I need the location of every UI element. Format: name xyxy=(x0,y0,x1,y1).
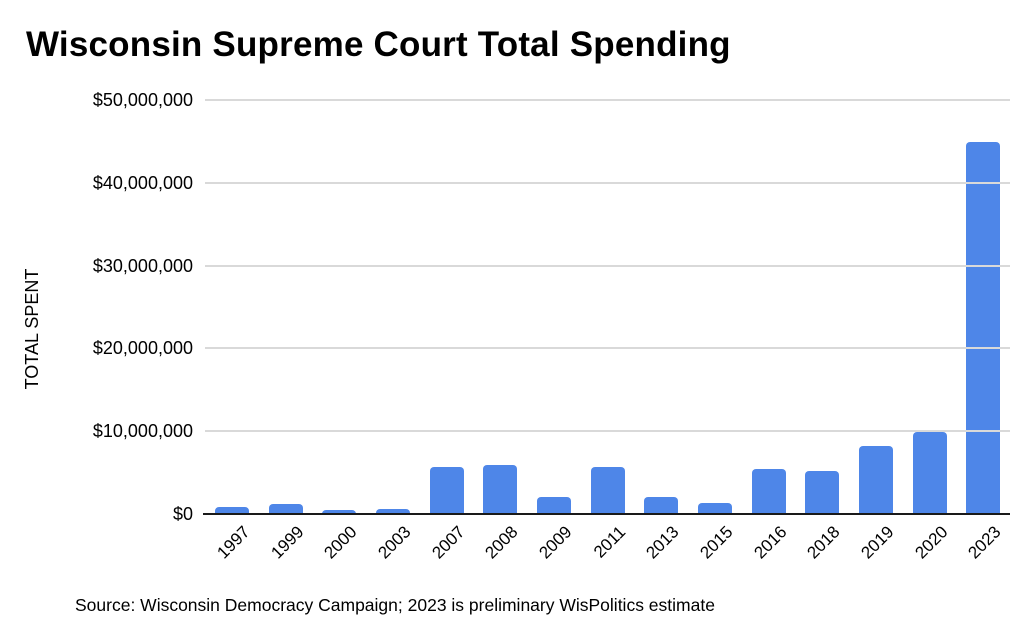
gridline xyxy=(205,347,1010,350)
x-tick-label-2007: 2007 xyxy=(428,522,469,563)
bar-2011 xyxy=(590,466,625,514)
y-tick-label: $40,000,000 xyxy=(92,172,193,193)
x-tick-label-2003: 2003 xyxy=(374,522,415,563)
bar-slot-1997: 1997 xyxy=(205,100,259,562)
gridline xyxy=(205,99,1010,101)
bar-slot-2019: 2019 xyxy=(849,100,903,562)
bar-2018 xyxy=(805,470,840,514)
bar-2019 xyxy=(858,445,893,514)
gridline xyxy=(205,264,1010,267)
gridline xyxy=(205,181,1010,184)
bar-2003 xyxy=(375,509,410,514)
bar-slot-2020: 2020 xyxy=(903,100,957,562)
gridline xyxy=(205,430,1010,433)
bar-slot-2016: 2016 xyxy=(742,100,796,562)
x-tick-label-2019: 2019 xyxy=(857,522,898,563)
bar-2020 xyxy=(912,432,947,514)
bar-slot-2007: 2007 xyxy=(420,100,474,562)
bar-1999 xyxy=(268,504,303,514)
bar-2013 xyxy=(644,497,679,514)
bar-slot-2011: 2011 xyxy=(581,100,635,562)
bar-2008 xyxy=(483,464,518,514)
y-axis-tick-labels: $0 $10,000,000 $20,000,000 $30,000,000 $40,0… xyxy=(0,90,193,524)
bar-slot-2015: 2015 xyxy=(688,100,742,562)
y-tick-label: $10,000,000 xyxy=(92,421,193,442)
bar-slot-2018: 2018 xyxy=(795,100,849,562)
plot-area: 1997 1999 2000 2003 2007 2008 2009 2011 2013 2015… xyxy=(203,99,1010,562)
x-tick-label-2008: 2008 xyxy=(481,522,522,563)
bar-slot-2013: 2013 xyxy=(634,100,688,562)
x-tick-label-2000: 2000 xyxy=(320,522,361,563)
x-tick-label-2023: 2023 xyxy=(964,522,1005,563)
bar-slot-2023: 2023 xyxy=(956,100,1010,562)
x-tick-label-2018: 2018 xyxy=(803,522,844,563)
bar-1997 xyxy=(214,507,249,514)
x-tick-label-2020: 2020 xyxy=(911,522,952,563)
y-tick-label: $30,000,000 xyxy=(92,255,193,276)
x-tick-label-2009: 2009 xyxy=(535,522,576,563)
bar-slot-2009: 2009 xyxy=(527,100,581,562)
y-tick-label: $0 xyxy=(172,504,193,524)
y-tick-label: $50,000,000 xyxy=(92,90,193,110)
bar-slot-1999: 1999 xyxy=(259,100,313,562)
bar-slot-2003: 2003 xyxy=(366,100,420,562)
bar-slot-2008: 2008 xyxy=(473,100,527,562)
bar-2007 xyxy=(429,466,464,514)
x-tick-label-2011: 2011 xyxy=(589,522,630,562)
x-tick-label-1999: 1999 xyxy=(267,522,308,563)
y-tick-label: $20,000,000 xyxy=(92,338,193,359)
bar-series: 1997 1999 2000 2003 2007 2008 2009 2011 2013 2015… xyxy=(205,100,1010,562)
x-tick-label-2016: 2016 xyxy=(750,522,791,563)
bar-2009 xyxy=(536,496,571,514)
bar-2015 xyxy=(697,503,732,514)
chart-title: Wisconsin Supreme Court Total Spending xyxy=(26,25,731,64)
x-axis-line xyxy=(203,513,1010,515)
bar-2016 xyxy=(751,469,786,514)
bar-slot-2000: 2000 xyxy=(312,100,366,562)
x-tick-label-2013: 2013 xyxy=(642,522,683,563)
x-tick-label-2015: 2015 xyxy=(696,522,737,563)
bar-2000 xyxy=(322,510,357,514)
source-note: Source: Wisconsin Democracy Campaign; 20… xyxy=(75,595,715,615)
x-tick-label-1997: 1997 xyxy=(213,522,254,563)
bar-2023 xyxy=(966,142,1001,514)
